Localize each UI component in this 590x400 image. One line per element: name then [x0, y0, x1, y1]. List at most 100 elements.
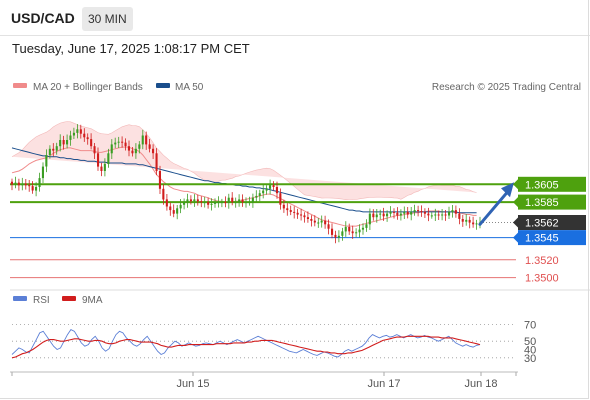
candle-body — [331, 228, 334, 235]
candle-body — [97, 153, 100, 167]
candle-body — [465, 219, 468, 222]
candle-body — [83, 133, 86, 138]
candle-body — [372, 213, 375, 218]
projection-arrow-shaft — [478, 189, 510, 226]
level-label-4: 1.3520 — [525, 255, 559, 267]
candle-body — [406, 211, 409, 215]
level-label-1: 1.3585 — [525, 197, 559, 209]
candle-body — [114, 142, 117, 145]
candle-body — [217, 202, 220, 204]
candle-body — [148, 144, 151, 149]
candle-body — [265, 188, 268, 191]
candle-body — [382, 213, 385, 217]
candle-body — [138, 144, 141, 149]
candle-body — [293, 211, 296, 213]
candle-body — [155, 153, 158, 172]
bollinger-band-fill — [11, 121, 477, 201]
ma20-line — [11, 146, 477, 227]
ma20-legend-label: MA 20 + Bollinger Bands — [33, 82, 143, 93]
ma50-line — [11, 147, 477, 214]
candle-body — [475, 223, 478, 225]
x-tick-label-0: Jun 15 — [176, 378, 209, 390]
candle-body — [200, 201, 203, 203]
candle-body — [272, 185, 275, 187]
x-axis-ticks: Jun 15 Jun 17 Jun 18 — [11, 372, 517, 390]
candle-body — [24, 183, 27, 186]
candle-body — [365, 224, 368, 228]
candle-body — [427, 213, 430, 216]
candle-body — [52, 148, 55, 151]
level-label-2: 1.3562 — [525, 218, 559, 230]
candle-body — [145, 135, 148, 145]
candle-body — [310, 219, 313, 221]
candle-body — [207, 202, 210, 205]
candle-body — [320, 220, 323, 223]
candle-body — [279, 193, 282, 205]
candle-body — [413, 210, 416, 212]
candle-body — [31, 186, 34, 191]
candle-body — [203, 202, 206, 204]
candle-body — [220, 202, 223, 204]
candle-body — [430, 215, 433, 217]
candle-body — [38, 178, 41, 187]
candle-body — [341, 231, 344, 236]
candle-body — [348, 227, 351, 232]
candle-body — [241, 199, 244, 203]
candle-body — [183, 202, 186, 205]
candle-body — [344, 227, 347, 232]
timeframe-button[interactable]: 30 MIN — [82, 7, 133, 31]
price-levels — [10, 183, 516, 279]
candle-body — [389, 211, 392, 214]
ma50-legend-label: MA 50 — [175, 82, 204, 93]
candle-body — [468, 219, 471, 223]
candle-body — [227, 197, 230, 203]
candle-body — [334, 234, 337, 238]
candle-body — [134, 148, 137, 154]
candle-body — [275, 187, 278, 194]
candle-body — [103, 163, 106, 171]
candle-body — [124, 142, 127, 147]
rsi-ma-line — [11, 335, 481, 359]
candle-body — [313, 220, 316, 223]
level-label-3: 1.3545 — [525, 233, 559, 245]
candle-body — [286, 208, 289, 211]
candle-body — [234, 202, 237, 204]
candle-body — [451, 210, 454, 212]
candle-body — [289, 210, 292, 212]
candle-body — [448, 211, 451, 216]
candle-body — [262, 190, 265, 194]
candle-body — [306, 217, 309, 219]
timestamp: Tuesday, June 17, 2025 1:08:17 PM CET — [12, 41, 250, 56]
candle-body — [214, 202, 217, 204]
candle-body — [59, 140, 62, 147]
candle-body — [90, 139, 93, 147]
rsi-legend: RSI 9MA — [13, 295, 103, 306]
candle-body — [396, 212, 399, 216]
x-tick-label-2: Jun 18 — [464, 378, 497, 390]
level-labels: 1.3605 1.3585 1.3562 1.3545 1.3520 1.3500 — [513, 176, 586, 285]
level-label-5: 1.3500 — [525, 273, 559, 285]
candle-body — [55, 146, 58, 151]
candle-body — [375, 214, 378, 218]
candle-body — [93, 146, 96, 154]
candle-body — [403, 211, 406, 214]
candle-body — [193, 199, 196, 202]
candle-body — [48, 148, 51, 155]
candle-body — [127, 146, 130, 151]
rsi-tick-label-2: 40 — [524, 345, 536, 357]
candle-body — [231, 197, 234, 203]
candle-body — [355, 232, 358, 234]
candle-body — [386, 213, 389, 217]
candle-body — [69, 135, 72, 140]
candle-body — [79, 129, 82, 134]
credit-text: Research © 2025 Trading Central — [432, 82, 581, 93]
candle-body — [434, 214, 437, 216]
candle-body — [351, 231, 354, 234]
ma20-legend-swatch — [13, 83, 27, 88]
chart-header: USD/CAD 30 MIN — [0, 0, 590, 36]
candle-body — [420, 211, 423, 212]
level-badge-0 — [518, 176, 586, 192]
candle-body — [121, 141, 124, 143]
bollinger-bands — [11, 121, 477, 201]
